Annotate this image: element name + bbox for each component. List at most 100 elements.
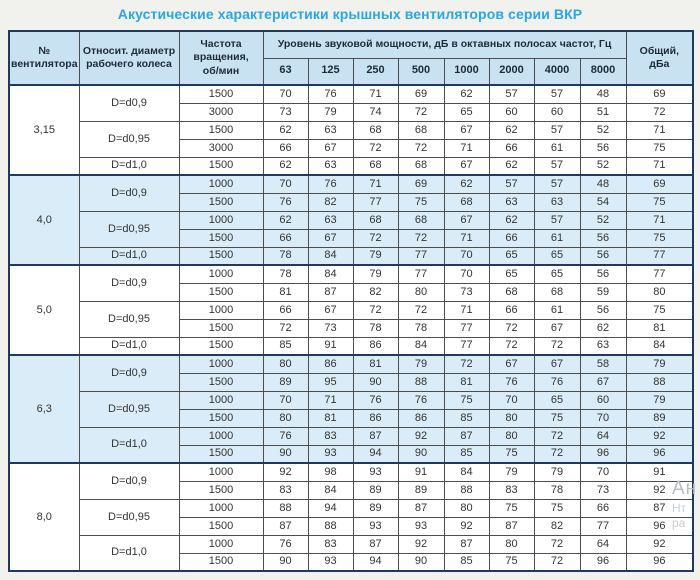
level-cell: 85	[443, 552, 490, 572]
band-header-8000: 8000	[579, 57, 627, 86]
level-cell: 69	[397, 174, 445, 194]
diameter-cell: D=d0,95	[78, 390, 180, 428]
speed-cell: 1500	[178, 246, 264, 266]
level-cell: 87	[443, 534, 490, 554]
total-cell: 89	[625, 408, 694, 428]
total-cell: 79	[625, 390, 694, 410]
level-cell: 79	[488, 462, 535, 482]
level-cell: 94	[307, 498, 354, 518]
level-cell: 87	[443, 426, 490, 446]
speed-cell: 1000	[178, 354, 264, 374]
total-cell: 88	[625, 372, 694, 392]
level-cell: 72	[533, 552, 581, 572]
speed-cell: 1000	[178, 498, 264, 518]
total-cell: 71	[625, 120, 694, 140]
table-row: 1500 90 93 94 90 85 75 72 96 96	[9, 444, 694, 464]
level-cell: 70	[262, 390, 309, 410]
level-cell: 65	[533, 264, 581, 284]
table-row: 4,0 D=d0,9 1000 70 76 71 69 62 57 57 48 69	[8, 174, 694, 266]
total-cell: 96	[625, 552, 694, 572]
level-cell: 72	[443, 354, 490, 374]
level-cell: 71	[307, 390, 354, 410]
speed-cell: 1500	[178, 192, 264, 212]
level-cell: 74	[352, 102, 399, 122]
speed-cell: 1000	[178, 462, 264, 482]
level-cell: 88	[262, 498, 309, 518]
level-cell: 70	[262, 84, 309, 104]
level-cell: 87	[262, 516, 309, 536]
band-header-250: 250	[352, 57, 399, 86]
level-cell: 72	[397, 138, 445, 158]
level-cell: 65	[533, 390, 581, 410]
level-cell: 92	[443, 516, 490, 536]
table-row: 1500 87 88 93 93 92 87 82 77 96	[9, 516, 694, 536]
level-cell: 90	[397, 552, 445, 572]
band-header-125: 125	[307, 57, 354, 86]
level-cell: 82	[352, 282, 399, 302]
table-row: D=d1,0 1500 78 84 79 77 70 65 65 56 77	[9, 246, 694, 266]
level-cell: 71	[443, 300, 490, 320]
level-cell: 93	[352, 462, 399, 482]
level-cell: 78	[262, 264, 309, 284]
table-row: 1500 81 87 82 80 73 68 68 59 80	[9, 282, 694, 302]
level-cell: 72	[533, 534, 581, 554]
level-cell: 58	[579, 354, 627, 374]
level-cell: 92	[397, 426, 445, 446]
level-cell: 68	[352, 120, 399, 140]
level-cell: 71	[443, 138, 490, 158]
page-title: Акустические характеристики крышных вент…	[117, 6, 583, 22]
level-cell: 71	[352, 174, 399, 194]
level-cell: 78	[397, 318, 445, 338]
table-row: D=d1,0 1500 85 91 86 84 77 72 72 63 84	[9, 336, 694, 356]
level-cell: 80	[488, 534, 535, 554]
level-cell: 62	[488, 156, 535, 176]
speed-cell: 3000	[178, 138, 264, 158]
level-cell: 79	[307, 102, 354, 122]
level-cell: 89	[262, 372, 309, 392]
level-cell: 90	[352, 372, 399, 392]
level-cell: 61	[533, 300, 581, 320]
level-cell: 76	[352, 390, 399, 410]
total-cell: 96	[625, 516, 694, 536]
level-cell: 92	[397, 534, 445, 554]
level-cell: 62	[262, 156, 309, 176]
level-cell: 86	[397, 408, 445, 428]
diameter-cell: D=d0,9	[78, 264, 180, 302]
level-cell: 57	[533, 174, 581, 194]
level-cell: 64	[579, 426, 627, 446]
level-cell: 56	[579, 300, 627, 320]
level-cell: 65	[488, 264, 535, 284]
level-cell: 71	[352, 84, 399, 104]
level-cell: 66	[262, 228, 309, 248]
table-row: 3000 66 67 72 72 71 66 61 56 75	[9, 138, 694, 158]
table-row: D=d0,95 1500 62 63 68 68 67 62 57 52 71	[9, 120, 694, 158]
total-cell: 75	[625, 300, 694, 320]
table-row: 1500 90 93 94 90 85 75 72 96 96	[9, 552, 694, 572]
level-cell: 73	[443, 282, 490, 302]
level-cell: 83	[262, 480, 309, 500]
level-cell: 93	[307, 552, 354, 572]
speed-cell: 1500	[178, 516, 264, 536]
level-cell: 81	[352, 354, 399, 374]
level-cell: 56	[579, 228, 627, 248]
level-cell: 57	[488, 174, 535, 194]
speed-cell: 1500	[178, 480, 264, 500]
level-cell: 57	[533, 84, 581, 104]
table-row: 1500 76 82 77 75 68 63 63 54 75	[9, 192, 694, 212]
level-cell: 60	[533, 102, 581, 122]
level-cell: 89	[397, 480, 445, 500]
diameter-cell: D=d0,95	[78, 120, 180, 158]
level-cell: 92	[262, 462, 309, 482]
level-cell: 88	[443, 480, 490, 500]
level-cell: 67	[443, 120, 490, 140]
speed-cell: 1500	[178, 84, 264, 104]
level-cell: 83	[307, 426, 354, 446]
level-cell: 62	[443, 174, 490, 194]
level-cell: 72	[488, 318, 535, 338]
level-cell: 60	[488, 102, 535, 122]
total-cell: 87	[625, 498, 694, 518]
level-cell: 56	[579, 138, 627, 158]
level-cell: 98	[307, 462, 354, 482]
level-cell: 75	[488, 444, 535, 464]
band-header-2000: 2000	[488, 57, 535, 86]
